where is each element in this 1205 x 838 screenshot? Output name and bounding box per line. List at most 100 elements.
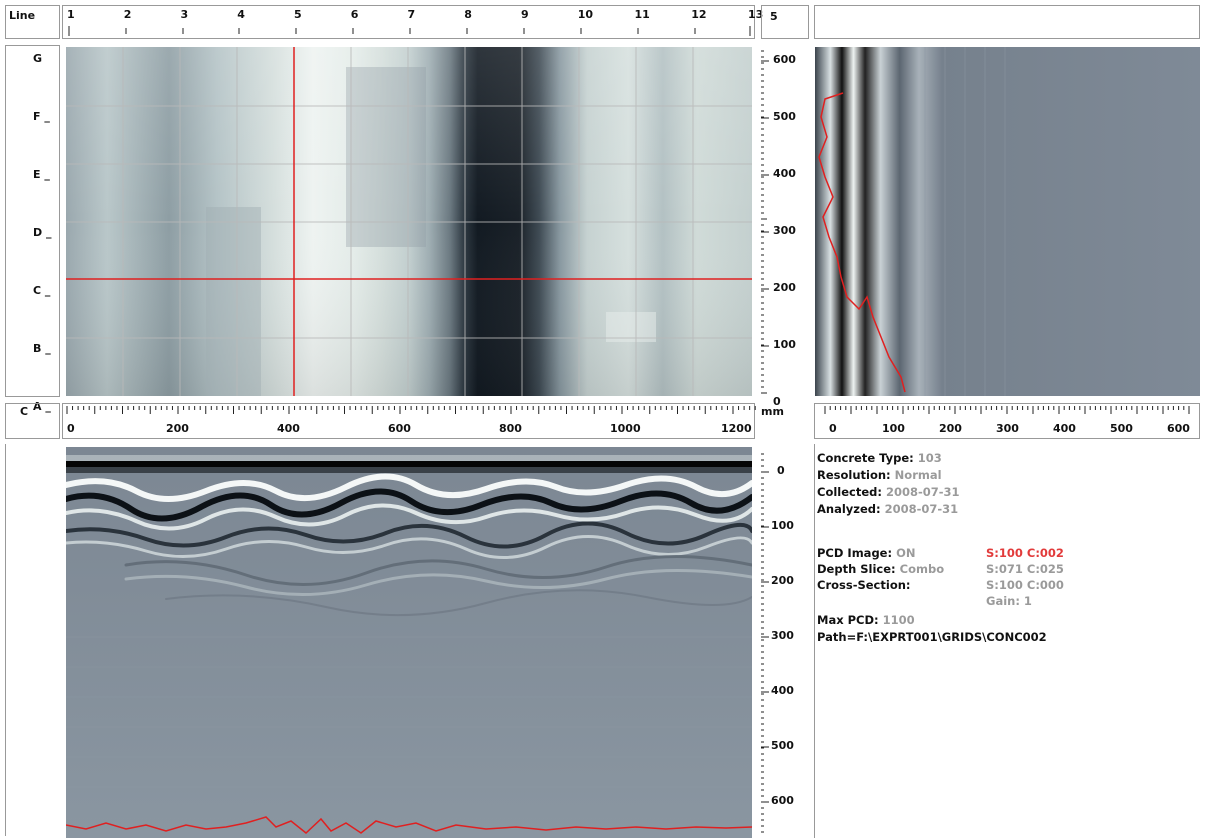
- depth-bottom-label-400: 400: [771, 684, 794, 697]
- depth-slice-label: Depth Slice:: [817, 562, 896, 576]
- gain-value: Gain: 1: [986, 594, 1032, 608]
- cross-section-signal-trace: [66, 816, 752, 834]
- analyzed-label: Analyzed:: [817, 502, 881, 516]
- line-number-13[interactable]: 13: [748, 8, 764, 21]
- info-panel: [814, 444, 1200, 838]
- line-label: Line: [9, 9, 36, 22]
- profile-tick-label-0: 0: [829, 422, 837, 435]
- profile-tick-label-500: 500: [1110, 422, 1133, 435]
- line-number-10[interactable]: 10: [577, 8, 594, 21]
- depth-bottom-label-200: 200: [771, 574, 794, 587]
- depth-top-label-600: 600: [773, 53, 796, 66]
- profile-tick-label-100: 100: [882, 422, 905, 435]
- depth-top-label-300: 300: [773, 224, 796, 237]
- profile-tick-label-400: 400: [1053, 422, 1076, 435]
- depth-slice-sc: S:071 C:025: [986, 562, 1064, 576]
- slice-grid: [66, 47, 752, 396]
- row-label-C[interactable]: C _: [33, 284, 51, 297]
- depth-bottom-label-500: 500: [771, 739, 794, 752]
- cross-section-label-cell: C: [5, 403, 60, 439]
- bottom-left-blank: [5, 444, 60, 836]
- h-tick-label-200: 200: [166, 422, 189, 435]
- row-label-G[interactable]: G: [33, 52, 43, 65]
- pcd-image-label: PCD Image:: [817, 546, 893, 560]
- horizontal-ruler-ticks: [66, 406, 756, 414]
- line-number-6[interactable]: 6: [350, 8, 359, 21]
- file-path: Path=F:\EXPRT001\GRIDS\CONC002: [817, 630, 1047, 644]
- max-pcd-value: 1100: [882, 613, 915, 627]
- profile-tick-label-600: 600: [1167, 422, 1190, 435]
- depth-top-label-400: 400: [773, 167, 796, 180]
- depth-ruler-top-ticks: [761, 50, 769, 394]
- row-label-D[interactable]: D _: [33, 226, 52, 239]
- h-tick-label-400: 400: [277, 422, 300, 435]
- row-label-E[interactable]: E _: [33, 168, 50, 181]
- h-tick-label-0: 0: [67, 422, 75, 435]
- collected-label: Collected:: [817, 485, 882, 499]
- h-tick-label-1000: 1000: [610, 422, 641, 435]
- cross-section-sc: S:100 C:000: [986, 578, 1064, 592]
- depth-bottom-label-0: 0: [777, 464, 785, 477]
- row-label-B[interactable]: B _: [33, 342, 51, 355]
- cross-section-image: [66, 447, 752, 838]
- max-pcd-row: Max PCD: 1100: [817, 613, 915, 627]
- depth-top-label-200: 200: [773, 281, 796, 294]
- depth-top-label-100: 100: [773, 338, 796, 351]
- depth-bottom-label-300: 300: [771, 629, 794, 642]
- horizontal-distance-ruler[interactable]: 0 200 400 600 800 1000 1200: [62, 403, 756, 439]
- resolution-value: Normal: [894, 468, 942, 482]
- profile-view[interactable]: [815, 47, 1200, 396]
- depth-slice-view[interactable]: [66, 47, 752, 396]
- line-number-12[interactable]: 12: [691, 8, 707, 21]
- line-label-cell: Line: [5, 5, 60, 39]
- analyzed-row: Analyzed: 2008-07-31: [817, 502, 958, 516]
- line-number-11[interactable]: 11: [634, 8, 650, 21]
- profile-image: [815, 47, 1200, 396]
- pcd-image-sc: S:100 C:002: [986, 546, 1064, 560]
- max-pcd-label: Max PCD:: [817, 613, 879, 627]
- line-number-4[interactable]: 4: [237, 8, 245, 21]
- unit-label: mm: [761, 405, 784, 418]
- resolution-label: Resolution:: [817, 468, 891, 482]
- line-number-3[interactable]: 3: [180, 8, 189, 21]
- line-number-7[interactable]: 7: [407, 8, 416, 21]
- depth-ruler-bottom-ticks: [761, 453, 769, 833]
- current-line-cell: 5: [761, 5, 809, 39]
- collected-value: 2008-07-31: [885, 485, 960, 499]
- depth-bottom-label-100: 100: [771, 519, 794, 532]
- line-number-2[interactable]: 2: [123, 8, 132, 21]
- pcd-image-value: ON: [896, 546, 916, 560]
- h-tick-label-600: 600: [388, 422, 411, 435]
- depth-slice-value: Combo: [899, 562, 945, 576]
- profile-signal-trace: [818, 92, 906, 393]
- line-number-1[interactable]: 1: [67, 8, 75, 21]
- concrete-type-value: 103: [917, 451, 942, 465]
- profile-tick-label-300: 300: [996, 422, 1019, 435]
- analyzed-value: 2008-07-31: [884, 502, 959, 516]
- concrete-type-row: Concrete Type: 103: [817, 451, 942, 465]
- profile-tick-label-200: 200: [939, 422, 962, 435]
- depth-ruler-bottom: 0 100 200 300 400 500 600: [761, 444, 809, 838]
- line-ruler[interactable]: 1 2 3 4 5 6 7 8 9 10 11 12 13: [62, 5, 763, 39]
- line-number-8[interactable]: 8: [464, 8, 472, 21]
- header-blank-cell: [814, 5, 1200, 39]
- profile-amplitude-ruler: 0 100 200 300 400 500 600: [814, 403, 1200, 439]
- depth-bottom-label-600: 600: [771, 794, 794, 807]
- cross-section-info-label: Cross-Section:: [817, 578, 911, 592]
- h-tick-label-800: 800: [499, 422, 522, 435]
- line-number-9[interactable]: 9: [521, 8, 529, 21]
- depth-slice-image: [66, 47, 752, 396]
- row-label-F[interactable]: F _: [33, 110, 50, 123]
- h-tick-label-1200: 1200: [721, 422, 752, 435]
- cross-section-label: C: [20, 405, 29, 418]
- depth-ruler-top: 600 500 400 300 200 100 0: [761, 45, 809, 408]
- depth-top-label-0: 0: [773, 395, 781, 408]
- depth-top-label-500: 500: [773, 110, 796, 123]
- pcd-image-row: PCD Image: ON: [817, 546, 916, 560]
- concrete-type-label: Concrete Type:: [817, 451, 914, 465]
- line-number-5[interactable]: 5: [294, 8, 302, 21]
- depth-slice-row: Depth Slice: Combo: [817, 562, 944, 576]
- cross-section-view[interactable]: [66, 447, 752, 838]
- unit-label-cell: mm: [761, 403, 809, 439]
